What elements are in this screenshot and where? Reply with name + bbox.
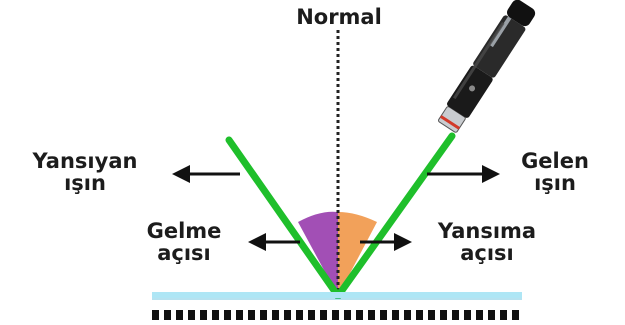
incident-ray-label: Gelen ışın (500, 150, 610, 194)
incidence-angle-label-line1: Gelme (146, 219, 222, 243)
reflection-angle-arrow (360, 233, 412, 251)
mirror-surface (152, 292, 522, 298)
incidence-angle-arrow (248, 233, 300, 251)
incidence-angle-sector (298, 211, 338, 296)
reflected-ray-label-line1: Yansıyan (32, 149, 138, 173)
incident-ray-arrow (427, 165, 500, 183)
reflected-ray (225, 136, 342, 300)
reflected-ray-label-line2: ışın (64, 171, 106, 195)
reflection-angle-label: Yansıma açısı (412, 220, 562, 264)
laser-pointer-icon (438, 0, 536, 133)
reflection-angle-label-line2: açısı (460, 241, 514, 265)
reflected-ray-label: Yansıyan ışın (6, 150, 164, 194)
normal-label: Normal (282, 6, 396, 28)
reflection-angle-sector (338, 212, 377, 296)
reflection-angle-label-line1: Yansıma (437, 219, 537, 243)
incident-ray (334, 132, 456, 300)
incidence-angle-label-line2: açısı (157, 241, 211, 265)
incident-ray-label-line1: Gelen (521, 149, 589, 173)
incident-ray-label-line2: ışın (534, 171, 576, 195)
reflected-ray-arrow (172, 165, 240, 183)
normal-label-text: Normal (296, 5, 382, 29)
incidence-angle-label: Gelme açısı (124, 220, 244, 264)
